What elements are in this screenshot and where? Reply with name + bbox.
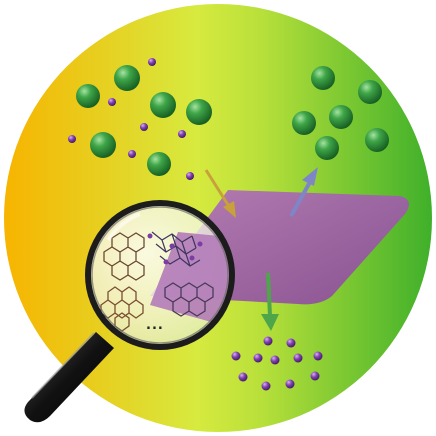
arrow-out-bottom-icon [261,272,279,331]
small-atom [68,135,76,143]
large-atom [358,80,382,104]
large-atom [90,132,116,158]
small-atom [261,381,271,391]
small-atom [128,150,136,158]
large-atom [292,111,316,135]
large-atom [114,65,140,91]
large-atom [186,99,212,125]
large-atom-cluster [292,66,389,160]
lattice-structure [151,231,201,267]
small-atom [270,355,280,365]
small-atom-cluster [231,336,323,391]
large-atom [150,92,176,118]
small-atom [238,372,248,382]
arrow-out-top-icon [289,167,318,217]
magnifying-glass-icon [85,200,235,350]
large-atom [365,128,389,152]
small-atom [186,172,194,180]
small-atom [313,351,323,361]
small-atom [285,379,295,389]
small-atom [231,351,241,361]
large-atom [311,66,335,90]
arrow-in-icon [204,169,236,218]
small-atom [108,98,116,106]
large-atom [315,136,339,160]
large-atom [329,105,353,129]
atom-icon [147,233,203,265]
large-atom [76,84,100,108]
ellipsis-label: ... [146,318,164,333]
lattice-structure [103,232,145,281]
small-atom [310,371,320,381]
large-atom [147,152,171,176]
small-atom [286,338,296,348]
lattice-structure [164,282,214,317]
small-atom [178,130,186,138]
lattice-structure [100,286,144,332]
small-atom [263,336,273,346]
small-atom [253,353,263,363]
magnifier-handle [24,332,115,423]
mixed-particle-cluster [68,58,212,180]
small-atom [293,353,303,363]
small-atom [148,58,156,66]
small-atom [140,123,148,131]
